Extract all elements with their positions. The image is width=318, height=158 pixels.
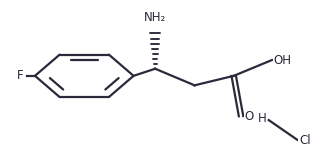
Text: F: F <box>17 69 23 82</box>
Text: OH: OH <box>273 54 292 67</box>
Text: H: H <box>257 112 266 125</box>
Text: NH₂: NH₂ <box>144 12 166 24</box>
Text: Cl: Cl <box>299 134 311 147</box>
Text: O: O <box>245 110 254 123</box>
